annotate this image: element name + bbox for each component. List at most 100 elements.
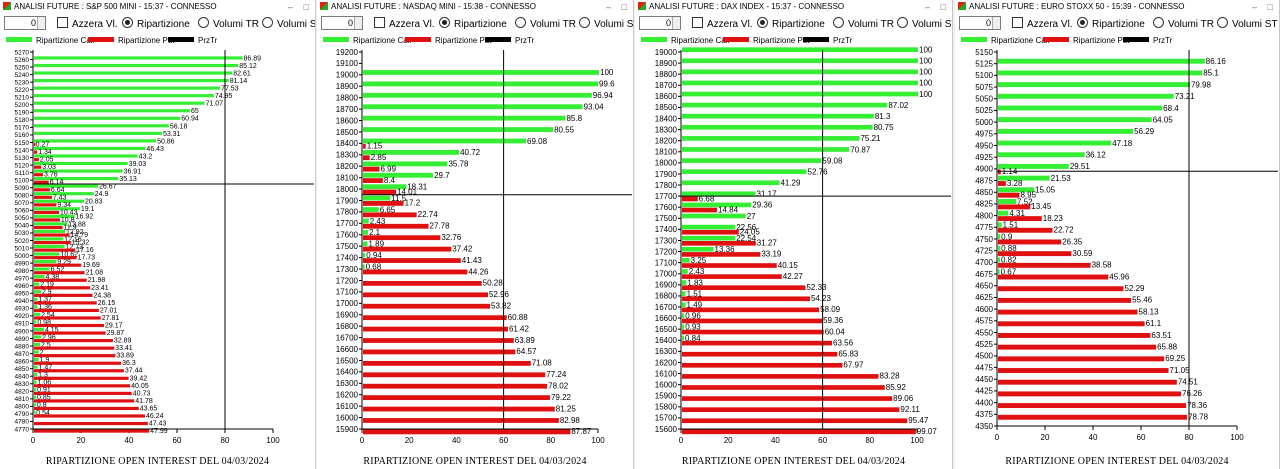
call-bar — [34, 169, 123, 173]
y-tick-label: 4870 — [15, 351, 30, 358]
call-value-label: 0.98 — [37, 319, 51, 326]
y-tick-label: 18000 — [655, 159, 678, 168]
y-tick-label: 17800 — [336, 208, 359, 217]
ripartizione-radio[interactable]: Ripartizione — [757, 17, 825, 30]
checkbox-box[interactable] — [1012, 17, 1023, 28]
put-value-label: 50.28 — [483, 279, 504, 288]
value-spinner[interactable]: 0 — [959, 16, 1001, 30]
radio-icon[interactable] — [833, 17, 844, 28]
minimize-icon[interactable]: – — [1251, 2, 1257, 12]
put-bar — [34, 354, 116, 358]
call-value-label: 81.3 — [875, 112, 891, 121]
volumi-tr-radio[interactable]: Volumi TR — [515, 17, 576, 30]
y-tick-label: 4750 — [975, 235, 993, 244]
radio-icon[interactable] — [579, 17, 590, 28]
call-bar — [34, 282, 40, 286]
call-bar — [682, 258, 690, 263]
call-value-label: 11.5 — [391, 194, 407, 203]
x-tick-label: 0 — [679, 436, 684, 445]
minimize-icon[interactable]: – — [605, 2, 611, 12]
volumi-st-radio[interactable]: Volumi ST — [579, 17, 633, 30]
maximize-icon[interactable]: □ — [621, 2, 627, 12]
radio-selected-icon[interactable] — [439, 17, 450, 28]
maximize-icon[interactable]: □ — [303, 2, 309, 12]
volumi-tr-radio[interactable]: Volumi TR — [1153, 17, 1214, 30]
value-spinner[interactable]: 0 — [321, 16, 363, 30]
y-tick-label: 5050 — [975, 95, 993, 104]
put-value-label: 17.73 — [78, 255, 96, 262]
call-value-label: 29.51 — [1070, 162, 1091, 171]
y-tick-label: 15800 — [655, 403, 678, 412]
put-value-label: 44.26 — [468, 267, 489, 276]
radio-icon[interactable] — [897, 17, 908, 28]
radio-icon[interactable] — [198, 17, 209, 28]
legend-call: Ripartizione Call — [641, 36, 729, 45]
put-value-label: 17.2 — [405, 199, 421, 208]
put-bar — [682, 263, 777, 268]
radio-icon[interactable] — [515, 17, 526, 28]
y-tick-label: 16900 — [336, 311, 359, 320]
call-bar — [34, 388, 37, 392]
call-value-label: 2.5 — [41, 342, 51, 349]
azzera-checkbox[interactable]: Azzera Vl. — [57, 17, 118, 30]
radio-icon[interactable] — [1217, 17, 1228, 28]
volumi-st-radio[interactable]: Volumi ST — [897, 17, 952, 30]
checkbox-box[interactable] — [374, 17, 385, 28]
azzera-checkbox[interactable]: Azzera Vl. — [374, 17, 435, 30]
minimize-icon[interactable]: – — [287, 2, 293, 12]
y-tick-label: 4875 — [975, 176, 993, 185]
call-bar — [34, 63, 239, 68]
radio-selected-icon[interactable] — [1077, 17, 1088, 28]
call-bar — [998, 163, 1069, 169]
volumi-tr-radio[interactable]: Volumi TR — [198, 17, 259, 30]
put-value-label: 13.45 — [1031, 202, 1052, 211]
y-tick-label: 18500 — [655, 103, 678, 112]
call-bar — [998, 70, 1203, 76]
call-value-label: 46.43 — [146, 146, 164, 153]
y-tick-label: 18100 — [655, 148, 678, 157]
azzera-checkbox[interactable]: Azzera Vl. — [1012, 17, 1073, 30]
checkbox-box[interactable] — [692, 17, 703, 28]
checkbox-box[interactable] — [57, 17, 68, 28]
put-bar — [34, 369, 124, 373]
ripartizione-radio[interactable]: Ripartizione — [1077, 17, 1145, 30]
volumi-st-label: Volumi ST — [912, 19, 952, 30]
call-bar — [34, 365, 38, 369]
put-bar — [682, 207, 718, 213]
radio-selected-icon[interactable] — [757, 17, 768, 28]
legend-call-swatch — [961, 37, 987, 42]
radio-selected-icon[interactable] — [122, 17, 133, 28]
y-tick-label: 4990 — [15, 260, 30, 267]
call-value-label: 0.68 — [366, 262, 382, 271]
call-value-label: 2.96 — [42, 334, 56, 341]
volumi-tr-radio[interactable]: Volumi TR — [833, 17, 894, 30]
minimize-icon[interactable]: – — [924, 2, 930, 12]
y-tick-label: 16900 — [655, 281, 678, 290]
put-bar — [34, 210, 60, 215]
put-bar — [34, 180, 49, 184]
put-bar — [34, 158, 39, 162]
radio-icon[interactable] — [1153, 17, 1164, 28]
call-bar — [998, 222, 1002, 228]
put-value-label: 3.28 — [1007, 179, 1023, 188]
put-value-label: 29.87 — [107, 330, 125, 337]
put-value-label: 36.3 — [122, 360, 136, 367]
volumi-tr-label: Volumi TR — [1168, 19, 1214, 30]
call-value-label: 77.53 — [221, 86, 239, 93]
put-bar — [34, 263, 82, 267]
call-bar — [34, 78, 229, 83]
y-tick-label: 16400 — [336, 368, 359, 377]
value-spinner[interactable]: 0 — [4, 16, 46, 30]
volumi-st-radio[interactable]: Volumi ST — [262, 17, 315, 30]
maximize-icon[interactable]: □ — [940, 2, 946, 12]
volumi-st-radio[interactable]: Volumi ST — [1217, 17, 1278, 30]
call-value-label: 18.31 — [407, 182, 428, 191]
put-bar — [34, 278, 87, 282]
ripartizione-radio[interactable]: Ripartizione — [439, 17, 507, 30]
ripartizione-radio[interactable]: Ripartizione — [122, 17, 190, 30]
radio-icon[interactable] — [262, 17, 273, 28]
y-tick-label: 5130 — [15, 155, 30, 162]
azzera-checkbox[interactable]: Azzera Vl. — [692, 17, 753, 30]
maximize-icon[interactable]: □ — [1267, 2, 1273, 12]
value-spinner[interactable]: 0 — [639, 16, 681, 30]
